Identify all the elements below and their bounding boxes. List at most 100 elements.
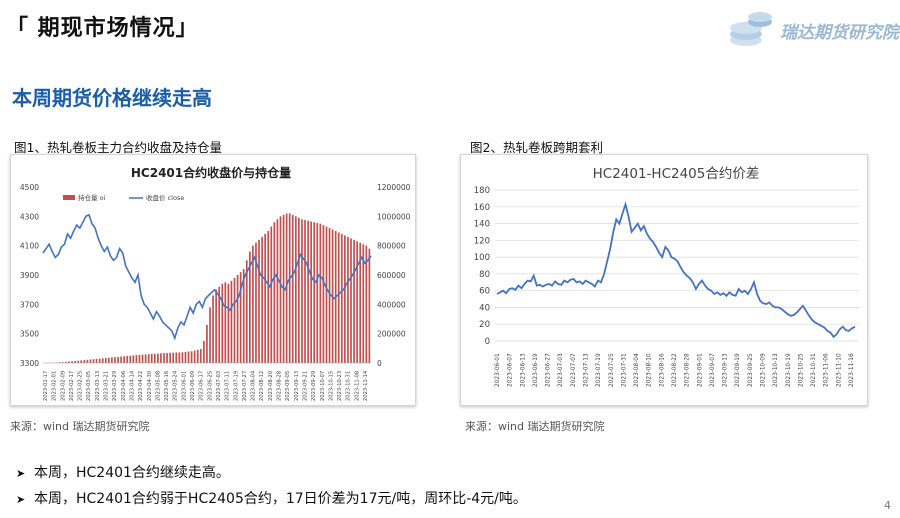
oi-bar xyxy=(178,352,181,363)
x-tick-label: 2023-10-13 xyxy=(773,353,779,387)
oi-bar xyxy=(107,357,110,363)
oi-bar xyxy=(340,233,343,363)
oi-bar xyxy=(147,354,150,363)
oi-bar xyxy=(294,216,297,363)
x-tick-label: 2023-06-09 xyxy=(190,371,196,401)
x-tick-label: 2023-11-08 xyxy=(354,371,360,401)
x-tick-label: 2023-09-13 xyxy=(294,371,300,401)
oi-bar xyxy=(328,228,331,363)
oi-bar xyxy=(236,275,239,363)
figure-1-source: 来源：wind 瑞达期货研究院 xyxy=(10,420,150,433)
chart-2-container: HC2401-HC2405合约价差 180 160 140 120 100 80 60 40 20… xyxy=(460,154,868,406)
x-tick-label: 2023-06-25 xyxy=(207,371,213,401)
oi-bar xyxy=(298,217,300,363)
oi-bar xyxy=(270,226,273,363)
x-tick-label: 2023-06-27 xyxy=(546,353,552,387)
oi-bar xyxy=(89,359,92,363)
oi-bar xyxy=(249,251,251,363)
oi-bar xyxy=(190,351,193,363)
x-tick-label: 2023-03-13 xyxy=(95,371,101,401)
oi-bar xyxy=(86,359,89,363)
x-tick-label: 2023-06-17 xyxy=(199,371,205,401)
x-tick-label: 2023-11-16 xyxy=(849,353,855,387)
x-tick-label: 2023-06-01 xyxy=(181,371,187,401)
oi-bar xyxy=(92,359,95,363)
oi-bar xyxy=(359,242,362,363)
x-tick-label: 2023-08-10 xyxy=(647,353,653,387)
oi-bar xyxy=(117,356,119,363)
oi-bar xyxy=(65,361,67,363)
oi-bar xyxy=(157,353,159,363)
x-tick-label: 2023-08-28 xyxy=(277,371,283,401)
oi-bar xyxy=(114,357,116,363)
x-tick-label: 2023-03-21 xyxy=(104,371,110,401)
oi-bar xyxy=(245,260,248,363)
arrow-bullet-icon: ➤ xyxy=(16,467,26,480)
oi-bar xyxy=(368,248,371,363)
x-tick-label: 2023-10-07 xyxy=(320,371,326,401)
y-tick-label: 100 xyxy=(474,253,490,263)
x-tick-label: 2023-06-07 xyxy=(508,353,514,387)
y-right-tick-label: 1200000 xyxy=(377,183,411,192)
y-tick-label: 180 xyxy=(474,186,490,196)
oi-bar xyxy=(101,358,104,363)
arrow-bullet-icon: ➤ xyxy=(16,493,26,506)
y-left-tick-label: 4100 xyxy=(20,242,39,251)
oi-bar xyxy=(181,352,184,363)
x-tick-label: 2023-08-16 xyxy=(659,353,665,387)
oi-bar xyxy=(80,360,83,363)
y-tick-label: 80 xyxy=(479,270,490,280)
company-logo: 瑞达期货研究院 xyxy=(724,8,899,50)
x-tick-label: 2023-09-05 xyxy=(285,371,291,401)
oi-bar xyxy=(77,360,80,363)
x-tick-label: 2023-10-31 xyxy=(346,371,352,401)
y-left-tick-label: 3700 xyxy=(20,300,39,309)
figure-1-label: 图1、热轧卷板主力合约收盘及持仓量 xyxy=(14,140,222,155)
x-tick-label: 2023-08-28 xyxy=(685,353,691,387)
x-tick-label: 2023-10-25 xyxy=(798,353,804,387)
x-tick-label: 2023-05-08 xyxy=(155,371,161,401)
chart-title: HC2401-HC2405合约价差 xyxy=(593,166,760,182)
oi-bar xyxy=(224,282,227,363)
oi-bar xyxy=(98,358,101,363)
y-right-tick-label: 800000 xyxy=(377,242,406,251)
coin-stack-icon xyxy=(730,12,772,46)
oi-bar xyxy=(322,225,325,363)
oi-bar xyxy=(356,241,358,363)
x-tick-label: 2023-10-09 xyxy=(761,353,767,387)
oi-bar xyxy=(169,352,171,363)
oi-bar xyxy=(203,341,205,363)
x-tick-label: 2023-03-29 xyxy=(112,371,118,401)
oi-bar xyxy=(319,223,322,363)
oi-bar xyxy=(301,219,303,363)
oi-bar xyxy=(160,353,162,363)
y-right-tick-label: 400000 xyxy=(377,300,406,309)
oi-bar xyxy=(74,360,76,363)
x-tick-label: 2023-08-12 xyxy=(259,371,265,401)
oi-bar xyxy=(62,362,64,363)
oi-bar xyxy=(285,213,288,363)
oi-bar xyxy=(58,362,61,363)
legend-close-label: 收盘价 close xyxy=(146,193,184,202)
legend-oi-swatch xyxy=(63,195,75,200)
oi-bar xyxy=(135,355,138,363)
y-right-tick-label: 0 xyxy=(377,359,382,368)
x-tick-label: 2023-07-11 xyxy=(225,371,231,401)
oi-bar xyxy=(172,352,175,363)
chart-1-container: HC2401合约收盘价与持仓量 4500 4300 4100 3900 3700 3500 3… xyxy=(10,154,416,406)
x-tick-label: 2023-09-13 xyxy=(723,353,729,387)
x-tick-label: 2023-10-19 xyxy=(786,353,792,387)
oi-bar xyxy=(267,231,270,363)
oi-bar xyxy=(187,351,190,363)
x-tick-label: 2023-07-07 xyxy=(571,353,577,387)
x-tick-label: 2023-10-15 xyxy=(328,371,334,401)
page-title: 「 期现市场情况」 xyxy=(6,16,199,41)
x-tick-label: 2023-03-05 xyxy=(86,371,92,401)
oi-bar xyxy=(150,353,153,363)
x-tick-label: 2023-11-06 xyxy=(824,353,830,387)
y-tick-label: 160 xyxy=(474,203,490,213)
close-price-line xyxy=(42,213,372,341)
oi-bar xyxy=(362,244,365,363)
oi-bar xyxy=(313,222,316,363)
y-left-tick-label: 3500 xyxy=(20,330,39,339)
